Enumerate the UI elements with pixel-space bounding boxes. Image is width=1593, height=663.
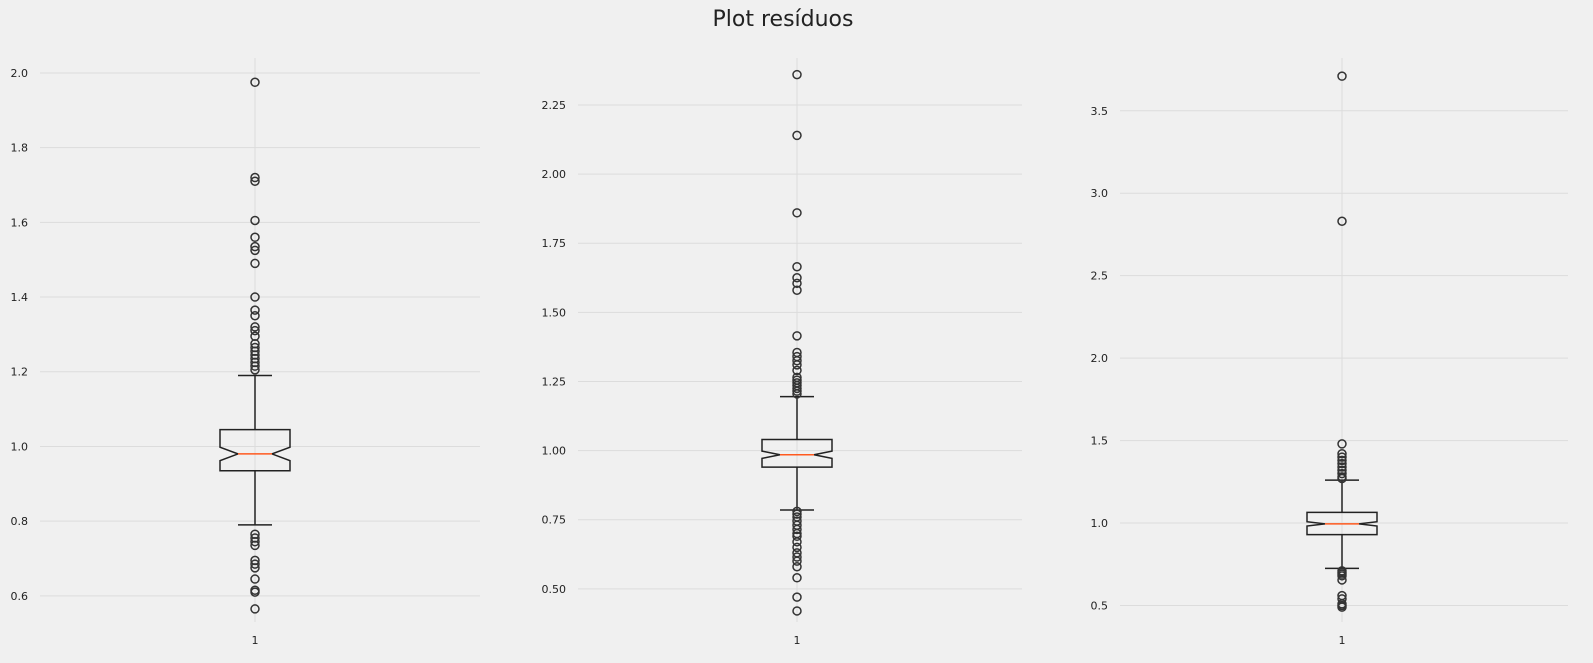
outlier-point xyxy=(792,331,802,341)
outlier-point xyxy=(250,305,260,315)
y-tick-label: 2.5 xyxy=(1091,270,1109,283)
y-tick-label: 1.8 xyxy=(11,142,29,155)
y-tick-label: 2.25 xyxy=(542,99,567,112)
outlier-point xyxy=(250,365,260,375)
outlier-point xyxy=(250,563,260,573)
y-tick-label: 1.4 xyxy=(11,291,29,304)
outlier-point xyxy=(1337,575,1347,585)
y-tick-label: 1.2 xyxy=(11,366,29,379)
y-tick-label: 1.50 xyxy=(542,306,567,319)
outlier-point xyxy=(1337,473,1347,484)
x-tick-label: 1 xyxy=(1339,634,1346,647)
y-tick-label: 3.5 xyxy=(1091,105,1109,118)
outlier-point xyxy=(250,540,260,551)
outlier-point xyxy=(792,506,802,517)
y-tick-label: 1.75 xyxy=(542,237,567,250)
outlier-point xyxy=(250,77,260,88)
y-tick-label: 1.0 xyxy=(11,440,29,453)
outlier-point xyxy=(250,215,260,226)
outlier-point xyxy=(792,537,802,547)
outlier-point xyxy=(1337,458,1347,469)
outlier-point xyxy=(792,524,802,535)
outlier-point xyxy=(1337,216,1347,227)
outlier-point xyxy=(792,573,802,583)
x-tick-label: 1 xyxy=(794,634,801,647)
outlier-point xyxy=(250,536,260,547)
outlier-point xyxy=(1337,455,1347,466)
outlier-point xyxy=(792,386,802,396)
outlier-point xyxy=(1337,452,1347,462)
figure-title: Plot resíduos xyxy=(713,7,854,32)
outlier-point xyxy=(792,389,802,399)
y-tick-label: 2.00 xyxy=(542,168,567,181)
outlier-point xyxy=(250,559,260,569)
outlier-point xyxy=(250,292,260,302)
outlier-point xyxy=(792,531,802,542)
y-tick-label: 3.0 xyxy=(1091,187,1109,200)
outlier-point xyxy=(1337,571,1347,581)
notched-box xyxy=(219,428,291,472)
outlier-point xyxy=(792,552,802,562)
y-tick-label: 1.5 xyxy=(1091,435,1109,448)
outlier-point xyxy=(250,325,260,336)
outlier-point xyxy=(250,241,260,252)
outlier-point xyxy=(1337,602,1347,612)
y-tick-label: 0.5 xyxy=(1091,600,1109,613)
outlier-point xyxy=(792,592,802,602)
outlier-point xyxy=(250,574,260,584)
outlier-point xyxy=(250,258,260,269)
outlier-point xyxy=(792,261,802,272)
subplot-2: 0.50 0.75 1.00 1.25 1.50 1.75 2.00 2.25 1 xyxy=(542,58,1022,647)
y-tick-label: 1.0 xyxy=(1091,517,1109,530)
y-tick-label: 0.50 xyxy=(542,583,567,596)
notched-box xyxy=(1306,511,1378,536)
outlier-point xyxy=(250,172,260,183)
outlier-point xyxy=(792,360,802,370)
outlier-point xyxy=(792,383,802,394)
outlier-point xyxy=(792,561,802,572)
outlier-point xyxy=(250,176,260,187)
outlier-point xyxy=(250,245,260,256)
outlier-point xyxy=(792,542,802,553)
outlier-point xyxy=(792,509,802,519)
outlier-point xyxy=(792,606,802,616)
y-tick-label: 2.0 xyxy=(11,67,29,80)
outlier-point xyxy=(792,365,802,376)
y-tick-label: 0.8 xyxy=(11,515,29,528)
outlier-point xyxy=(792,285,802,295)
subplots: 0.6 0.8 1.0 1.2 1.4 1.6 1.8 2.0 1 0.50 0.75 1.00 1.2… xyxy=(11,58,1568,647)
outlier-point xyxy=(792,273,802,283)
outlier-point xyxy=(250,232,260,243)
outlier-point xyxy=(1337,71,1347,81)
y-tick-label: 1.00 xyxy=(542,445,567,458)
subplot-1: 0.6 0.8 1.0 1.2 1.4 1.6 1.8 2.0 1 xyxy=(11,58,480,647)
outlier-point xyxy=(792,355,802,366)
outlier-point xyxy=(1337,468,1347,479)
x-tick-label: 1 xyxy=(252,634,259,647)
outlier-point xyxy=(792,556,802,566)
outlier-point xyxy=(250,310,260,321)
outlier-point xyxy=(250,604,260,614)
y-tick-label: 0.6 xyxy=(11,590,29,603)
outlier-point xyxy=(250,322,260,332)
outlier-point xyxy=(792,208,802,218)
outlier-point xyxy=(1337,462,1347,472)
y-tick-label: 0.75 xyxy=(542,514,567,527)
outlier-point xyxy=(250,361,260,371)
y-tick-label: 1.6 xyxy=(11,216,29,229)
y-tick-label: 2.0 xyxy=(1091,352,1109,365)
outlier-point xyxy=(792,69,802,80)
outlier-point xyxy=(792,130,802,141)
outlier-point xyxy=(1337,449,1347,459)
notched-box xyxy=(761,438,833,468)
outlier-point xyxy=(250,587,260,597)
y-tick-label: 1.25 xyxy=(542,375,567,388)
outlier-point xyxy=(792,278,802,289)
outlier-point xyxy=(1337,439,1347,449)
subplot-3: 0.5 1.0 1.5 2.0 2.5 3.0 3.5 1 xyxy=(1091,58,1568,647)
